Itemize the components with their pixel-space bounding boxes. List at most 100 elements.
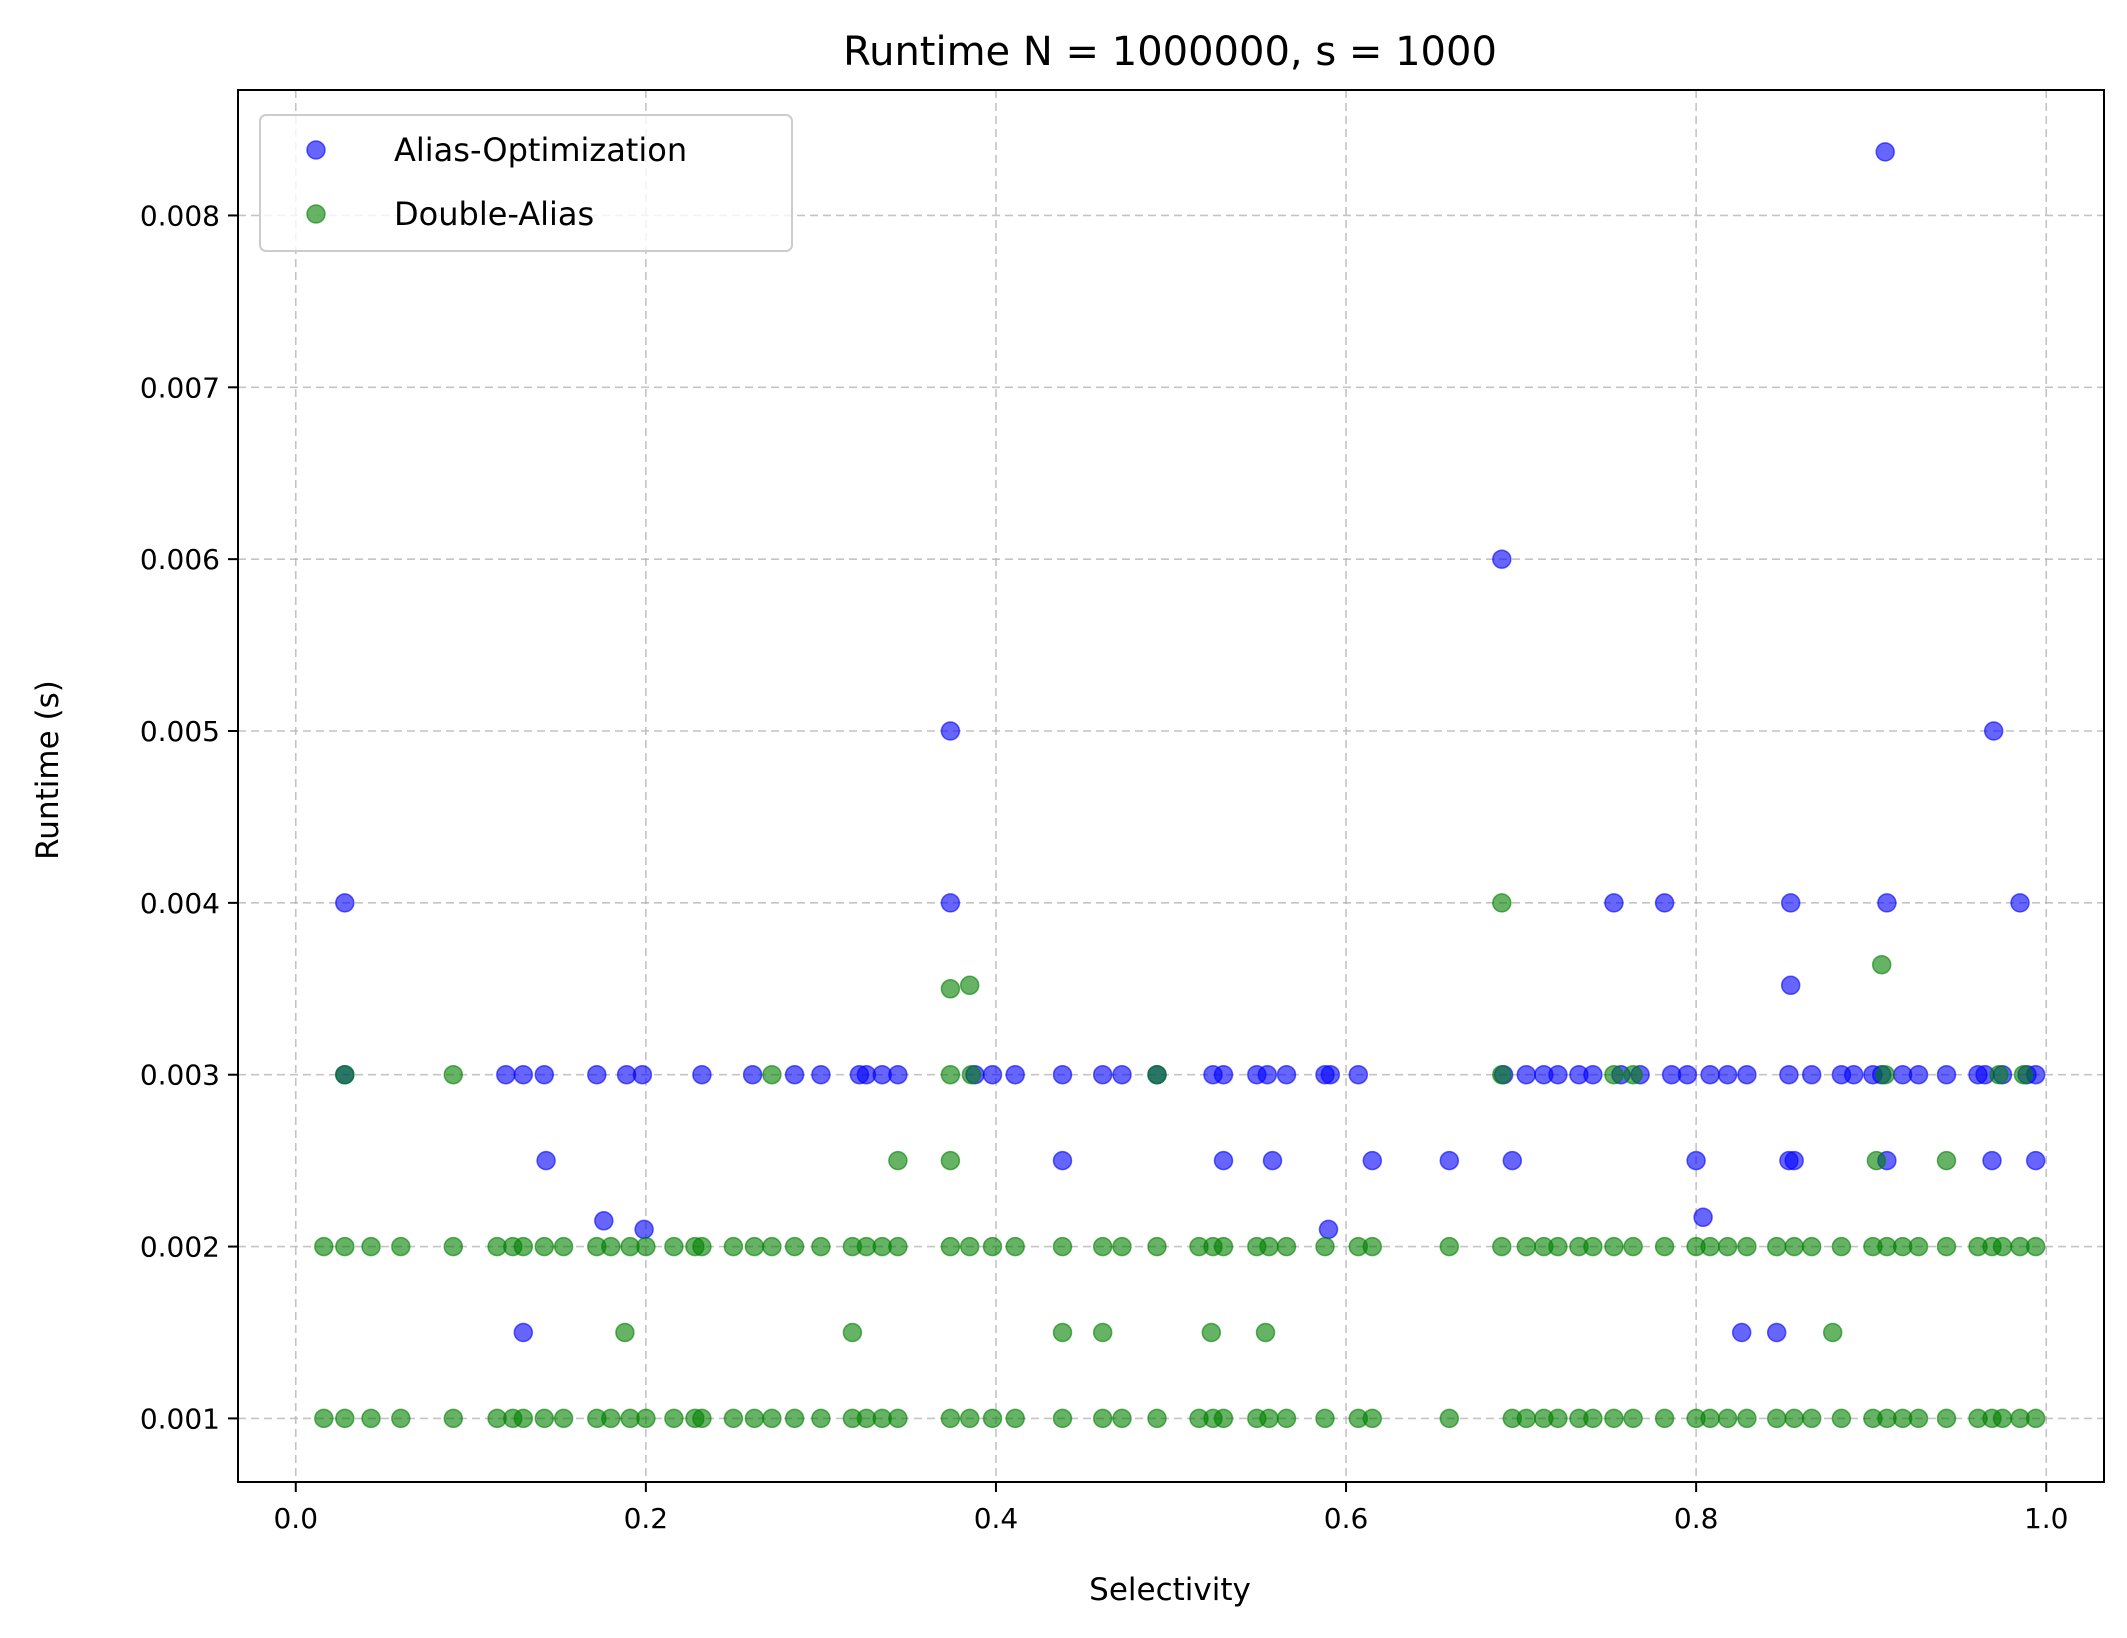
data-point <box>1052 1322 1073 1343</box>
legend-box <box>259 114 793 252</box>
y-tick-label: 0.006 <box>140 543 220 576</box>
data-point <box>1112 1064 1132 1085</box>
data-point <box>513 1064 534 1085</box>
data-point <box>594 1211 614 1231</box>
data-point <box>1717 1236 1738 1257</box>
data-point <box>1439 1150 1460 1171</box>
data-point <box>553 1236 574 1257</box>
y-tick-label: 0.005 <box>140 715 220 748</box>
data-point <box>636 1236 656 1257</box>
data-point <box>534 1064 555 1085</box>
data-point <box>1259 1236 1279 1257</box>
data-point <box>762 1236 782 1257</box>
data-point <box>1654 893 1675 913</box>
data-point <box>1992 1236 2013 1257</box>
data-point <box>1604 1408 1624 1429</box>
data-point <box>1005 1064 1025 1085</box>
y-tick-label: 0.003 <box>140 1059 220 1092</box>
data-point <box>744 1236 765 1257</box>
data-point <box>744 1408 765 1429</box>
data-point <box>1548 1236 1568 1257</box>
data-point <box>1315 1408 1335 1429</box>
data-point <box>1822 1322 1843 1343</box>
data-point <box>1276 1064 1297 1085</box>
data-point <box>1700 1064 1720 1085</box>
data-point <box>634 1219 654 1240</box>
legend: Alias-Optimization Double-Alias <box>259 114 793 252</box>
data-point <box>1766 1236 1787 1257</box>
plot-frame <box>237 89 2105 1483</box>
data-point <box>1801 1408 1822 1429</box>
data-point <box>553 1408 574 1429</box>
data-point <box>1908 1064 1929 1085</box>
data-point <box>959 1408 980 1429</box>
y-tick-label: 0.004 <box>140 887 220 920</box>
data-point <box>1516 1064 1537 1085</box>
data-point <box>1005 1408 1025 1429</box>
data-point <box>1147 1408 1167 1429</box>
data-point <box>1654 1236 1675 1257</box>
data-point <box>361 1236 381 1257</box>
data-point <box>1516 1408 1537 1429</box>
data-point <box>601 1236 621 1257</box>
data-point <box>1112 1408 1132 1429</box>
data-point <box>1801 1064 1822 1085</box>
data-point <box>513 1408 534 1429</box>
data-point <box>664 1408 684 1429</box>
data-point <box>2025 1236 2046 1257</box>
data-point <box>1257 1064 1278 1085</box>
data-point <box>1492 1064 1512 1085</box>
data-point <box>314 1408 334 1429</box>
series-layer <box>314 142 2046 1429</box>
data-point <box>1492 549 1512 569</box>
data-point <box>1875 1064 1895 1085</box>
data-point <box>1362 1236 1383 1257</box>
data-point <box>940 1408 961 1429</box>
data-point <box>1784 1150 1804 1171</box>
data-point <box>1583 1408 1603 1429</box>
data-point <box>1092 1322 1113 1343</box>
y-tick-label: 0.001 <box>140 1402 220 1435</box>
data-point <box>1717 1408 1738 1429</box>
data-point <box>940 1150 961 1171</box>
data-point <box>1766 1322 1787 1343</box>
data-point <box>2013 1064 2034 1085</box>
data-point <box>1502 1150 1523 1171</box>
data-point <box>982 1236 1003 1257</box>
data-point <box>443 1408 464 1429</box>
data-point <box>1908 1408 1929 1429</box>
data-point <box>1213 1150 1234 1171</box>
data-point <box>1259 1408 1279 1429</box>
data-point <box>513 1236 534 1257</box>
data-point <box>1989 1064 2009 1085</box>
data-point <box>1737 1408 1757 1429</box>
data-point <box>1654 1408 1675 1429</box>
data-point <box>1320 1064 1341 1085</box>
data-point <box>1583 1236 1603 1257</box>
data-point <box>1583 1064 1603 1085</box>
data-point <box>1201 1322 1222 1343</box>
data-point <box>1604 1064 1624 1085</box>
data-point <box>692 1064 712 1085</box>
data-point <box>1548 1408 1568 1429</box>
data-point <box>1052 1150 1073 1171</box>
data-point <box>335 1236 355 1257</box>
data-point <box>1262 1150 1283 1171</box>
series-double-alias <box>314 893 2046 1429</box>
data-point <box>940 1236 961 1257</box>
data-point <box>1276 1408 1297 1429</box>
data-point <box>391 1408 411 1429</box>
data-point <box>391 1236 411 1257</box>
data-point <box>1092 1064 1113 1085</box>
data-point <box>534 1236 555 1257</box>
legend-marker-alias-optimization <box>306 140 326 160</box>
data-point <box>1871 954 1892 975</box>
data-point <box>742 1064 763 1085</box>
data-point <box>842 1322 863 1343</box>
data-point <box>361 1408 381 1429</box>
data-point <box>1866 1150 1887 1171</box>
data-point <box>940 979 961 999</box>
data-point <box>1801 1236 1822 1257</box>
legend-marker-double-alias <box>306 204 326 224</box>
data-point <box>762 1408 782 1429</box>
